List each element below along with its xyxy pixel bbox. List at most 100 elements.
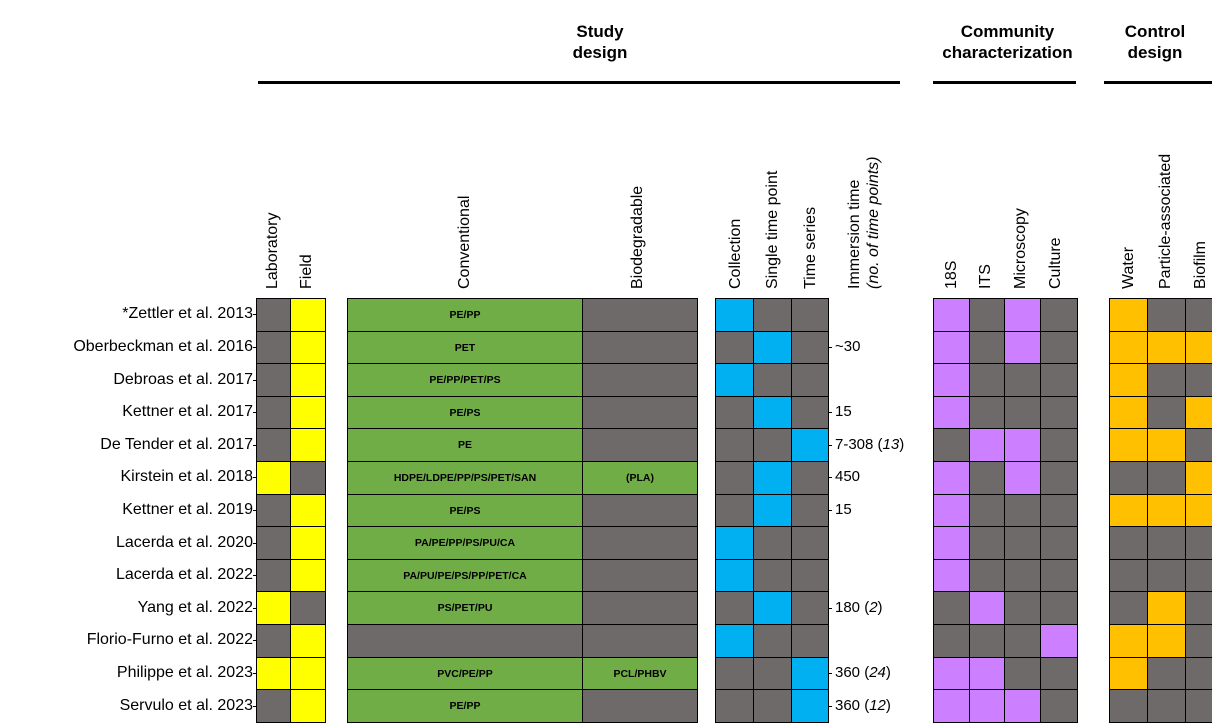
18s-cell: [933, 363, 970, 397]
time-series-cell: [791, 559, 829, 592]
biofilm-cell: [1185, 591, 1212, 625]
column-header-particle-associated: Particle-associated: [1157, 153, 1174, 289]
microscopy-cell: [1004, 591, 1041, 625]
time-series-cell: [791, 494, 829, 527]
its-cell: [969, 657, 1005, 690]
microscopy-cell: [1004, 559, 1041, 592]
culture-cell: [1040, 624, 1078, 658]
conventional-polymer-cell: PA/PU/PE/PS/PP/PET/CA: [347, 559, 583, 592]
field-cell: [290, 526, 326, 560]
conventional-polymer-cell: PA/PE/PP/PS/PU/CA: [347, 526, 583, 560]
18s-cell: [933, 624, 970, 658]
18s-cell: [933, 331, 970, 364]
collection-cell: [715, 396, 754, 429]
18s-cell: [933, 526, 970, 560]
single-time-point-cell: [753, 298, 792, 332]
study-label: Servulo et al. 2023: [119, 697, 253, 714]
particle-associated-cell: [1147, 298, 1186, 332]
group-title-community-characterization: Community characterization: [925, 21, 1090, 63]
immersion-days: 15: [835, 501, 852, 518]
immersion-days: 360: [835, 664, 861, 681]
laboratory-cell: [256, 559, 291, 592]
row-tick: [253, 608, 257, 609]
microscopy-cell: [1004, 428, 1041, 462]
laboratory-cell: [256, 494, 291, 527]
biodegradable-polymer-cell: [582, 494, 698, 527]
immersion-days: 360: [835, 697, 861, 714]
group-rule-community-characterization: [933, 81, 1076, 84]
microscopy-cell: [1004, 298, 1041, 332]
laboratory-cell: [256, 689, 291, 723]
field-cell: [290, 298, 326, 332]
microscopy-cell: [1004, 526, 1041, 560]
immersion-header-line-italic: (no. of time points): [865, 156, 882, 290]
microscopy-cell: [1004, 363, 1041, 397]
microscopy-cell: [1004, 657, 1041, 690]
laboratory-cell: [256, 526, 291, 560]
single-time-point-cell: [753, 559, 792, 592]
biodegradable-polymer-cell: [582, 689, 698, 723]
row-tick: [253, 543, 257, 544]
particle-associated-cell: [1147, 428, 1186, 462]
immersion-time-value: 360 (12): [835, 697, 891, 714]
group-title-line: Study: [576, 22, 624, 41]
laboratory-cell: [256, 396, 291, 429]
collection-cell: [715, 657, 754, 690]
immersion-days: 7-308: [835, 436, 874, 453]
microscopy-cell: [1004, 461, 1041, 495]
column-header-field: Field: [298, 254, 315, 289]
collection-cell: [715, 526, 754, 560]
biofilm-cell: [1185, 494, 1212, 527]
immersion-time-value: 15: [835, 403, 852, 421]
laboratory-cell: [256, 657, 291, 690]
row-tick: [253, 510, 257, 511]
its-cell: [969, 591, 1005, 625]
microscopy-cell: [1004, 494, 1041, 527]
field-cell: [290, 428, 326, 462]
field-cell: [290, 331, 326, 364]
field-cell: [290, 396, 326, 429]
its-cell: [969, 396, 1005, 429]
biodegradable-polymer-cell: [582, 298, 698, 332]
time-series-cell: [791, 657, 829, 690]
time-series-cell: [791, 363, 829, 397]
immersion-points: 13: [882, 436, 900, 453]
culture-cell: [1040, 657, 1078, 690]
study-label: Lacerda et al. 2022: [116, 566, 253, 583]
culture-cell: [1040, 559, 1078, 592]
collection-cell: [715, 559, 754, 592]
18s-cell: [933, 298, 970, 332]
its-cell: [969, 461, 1005, 495]
column-header-18s: 18S: [943, 260, 960, 289]
row-tick: [253, 314, 257, 315]
field-cell: [290, 591, 326, 625]
study-label: Kettner et al. 2019: [122, 501, 253, 518]
single-time-point-cell: [753, 331, 792, 364]
conventional-polymer-cell: PE/PS: [347, 494, 583, 527]
conventional-polymer-cell: PE: [347, 428, 583, 462]
conventional-polymer-cell: PET: [347, 331, 583, 364]
water-cell: [1109, 396, 1148, 429]
row-tick: [253, 706, 257, 707]
18s-cell: [933, 689, 970, 723]
immersion-tick: [828, 673, 832, 674]
immersion-time-value: ~30: [835, 338, 860, 356]
time-series-cell: [791, 461, 829, 495]
collection-cell: [715, 298, 754, 332]
particle-associated-cell: [1147, 363, 1186, 397]
immersion-points: 12: [869, 697, 886, 714]
collection-cell: [715, 363, 754, 397]
row-tick: [253, 640, 257, 641]
conventional-polymer-cell: HDPE/LDPE/PP/PS/PET/SAN: [347, 461, 583, 495]
water-cell: [1109, 526, 1148, 560]
field-cell: [290, 363, 326, 397]
column-header-its: ITS: [977, 264, 994, 289]
immersion-days: 180: [835, 599, 861, 616]
biodegradable-polymer-cell: [582, 428, 698, 462]
group-title-line: Community: [960, 22, 1055, 41]
row-tick: [253, 477, 257, 478]
group-rule-control-design: [1104, 81, 1212, 84]
column-header-water: Water: [1120, 246, 1137, 289]
18s-cell: [933, 494, 970, 527]
time-series-cell: [791, 624, 829, 658]
